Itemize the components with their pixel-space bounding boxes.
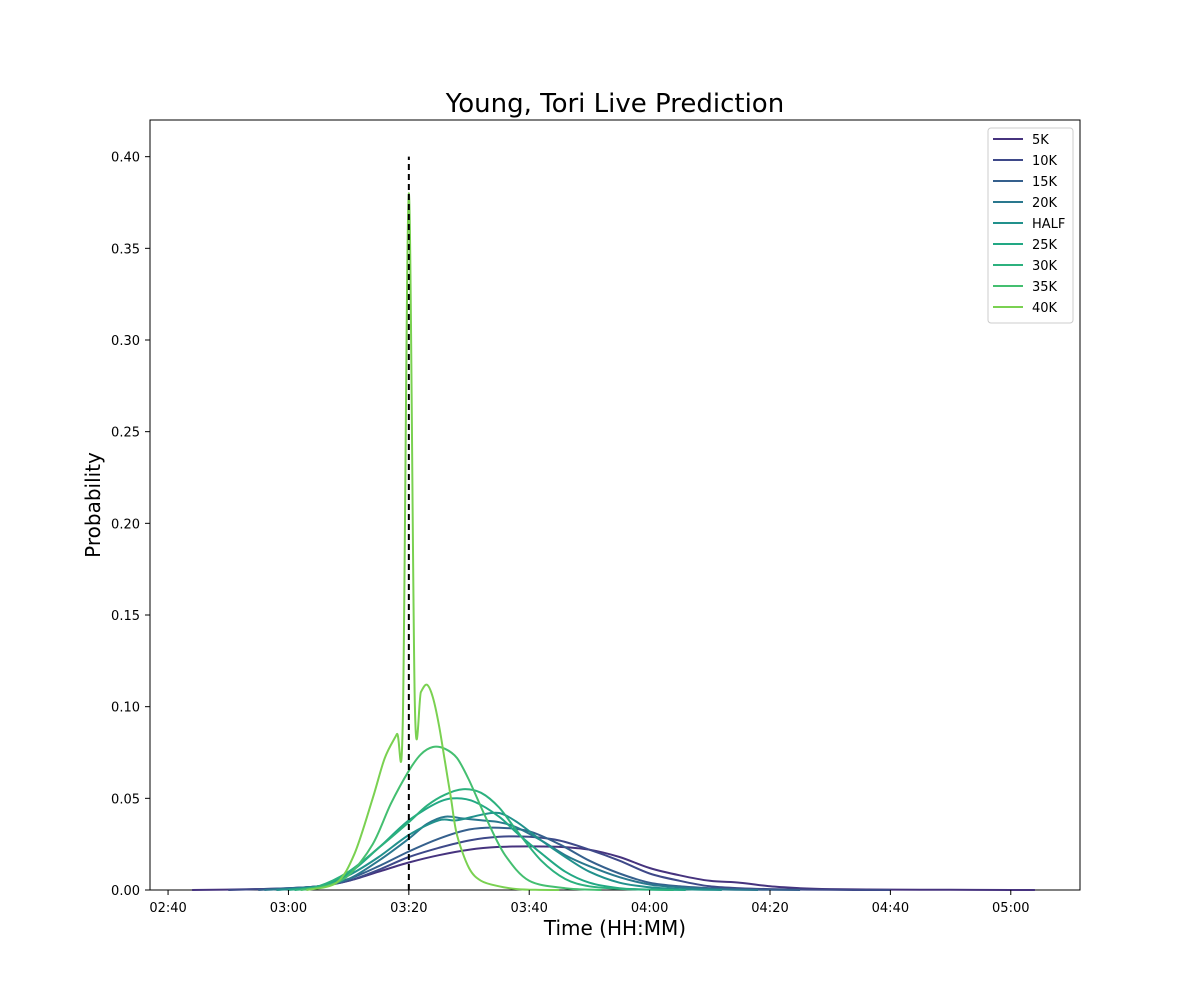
y-tick-label: 0.15 <box>111 609 140 624</box>
x-tick-label: 02:40 <box>149 901 186 916</box>
plot-frame <box>149 119 1081 891</box>
series-line-half <box>276 811 722 891</box>
legend-label: 25K <box>1032 238 1058 253</box>
y-tick-label: 0.00 <box>111 884 140 899</box>
x-tick-label: 03:20 <box>390 901 427 916</box>
legend-label: HALF <box>1032 217 1065 232</box>
x-tick-label: 04:00 <box>631 901 668 916</box>
y-tick-label: 0.25 <box>111 426 140 441</box>
legend-box <box>987 127 1074 324</box>
legend-label: 15K <box>1032 175 1058 190</box>
series-line-40k <box>306 192 560 891</box>
y-axis: 0.00 0.05 0.10 0.15 0.20 0.25 0.30 0.35 0.40 <box>111 151 150 899</box>
legend-label: 35K <box>1032 280 1058 295</box>
series-line-35k <box>300 745 602 891</box>
legend-label: 40K <box>1032 301 1058 316</box>
y-tick-label: 0.35 <box>111 242 140 257</box>
x-tick-label: 03:40 <box>510 901 547 916</box>
chart-title: Young, Tori Live Prediction <box>445 89 784 119</box>
legend-label: 30K <box>1032 259 1058 274</box>
series-line-20k <box>264 815 759 891</box>
legend: 5K 10K 15K 20K HALF 25K 30K 35K 40K <box>987 127 1074 324</box>
x-axis-label: Time (HH:MM) <box>543 916 686 940</box>
y-tick-label: 0.20 <box>111 517 140 532</box>
x-tick-label: 05:00 <box>992 901 1029 916</box>
y-tick-label: 0.40 <box>111 151 140 166</box>
y-tick-label: 0.05 <box>111 792 140 807</box>
y-tick-label: 0.10 <box>111 701 140 716</box>
x-tick-label: 03:00 <box>270 901 307 916</box>
x-tick-label: 04:40 <box>872 901 909 916</box>
series-line-30k <box>294 788 674 891</box>
series-layer <box>192 192 1035 891</box>
legend-label: 20K <box>1032 196 1058 211</box>
series-line-5k <box>192 845 1035 891</box>
x-tick-label: 04:20 <box>751 901 788 916</box>
plot-area <box>149 119 1081 891</box>
legend-label: 10K <box>1032 154 1058 169</box>
y-tick-label: 0.30 <box>111 334 140 349</box>
legend-label: 5K <box>1032 133 1049 148</box>
x-axis: 02:40 03:00 03:20 03:40 04:00 04:20 04:40 05:00 <box>149 890 1030 916</box>
y-axis-label: Probability <box>81 452 105 558</box>
